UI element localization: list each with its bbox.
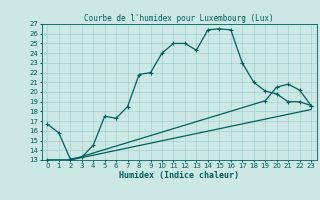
X-axis label: Humidex (Indice chaleur): Humidex (Indice chaleur) (119, 171, 239, 180)
Title: Courbe de l'humidex pour Luxembourg (Lux): Courbe de l'humidex pour Luxembourg (Lux… (84, 14, 274, 23)
